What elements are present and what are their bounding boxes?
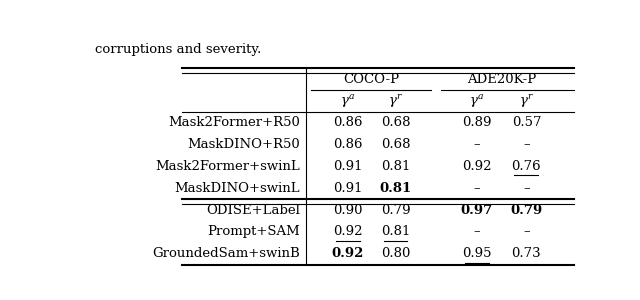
Text: 0.92: 0.92: [333, 226, 363, 238]
Text: 0.79: 0.79: [381, 204, 410, 217]
Text: 0.68: 0.68: [381, 138, 410, 151]
Text: Mask2Former+swinL: Mask2Former+swinL: [155, 160, 300, 173]
Text: –: –: [474, 138, 480, 151]
Text: 0.73: 0.73: [511, 247, 541, 260]
Text: $\gamma^{\mathit{r}}$: $\gamma^{\mathit{r}}$: [518, 93, 534, 110]
Text: 0.81: 0.81: [381, 160, 410, 173]
Text: 0.81: 0.81: [380, 182, 412, 195]
Text: 0.91: 0.91: [333, 182, 363, 195]
Text: –: –: [474, 182, 480, 195]
Text: $\gamma^{\mathit{a}}$: $\gamma^{\mathit{a}}$: [469, 93, 484, 110]
Text: $\gamma^{\mathit{a}}$: $\gamma^{\mathit{a}}$: [340, 93, 356, 110]
Text: 0.57: 0.57: [511, 116, 541, 129]
Text: GroundedSam+swinB: GroundedSam+swinB: [152, 247, 300, 260]
Text: 0.68: 0.68: [381, 116, 410, 129]
Text: MaskDINO+R50: MaskDINO+R50: [187, 138, 300, 151]
Text: 0.92: 0.92: [332, 247, 364, 260]
Text: Prompt+SAM: Prompt+SAM: [207, 226, 300, 238]
Text: 0.90: 0.90: [333, 204, 363, 217]
Text: MaskDINO+swinL: MaskDINO+swinL: [174, 182, 300, 195]
Text: 0.79: 0.79: [510, 204, 543, 217]
Text: –: –: [474, 226, 480, 238]
Text: 0.91: 0.91: [333, 160, 363, 173]
Text: 0.80: 0.80: [381, 247, 410, 260]
Text: –: –: [523, 182, 530, 195]
Text: corruptions and severity.: corruptions and severity.: [95, 43, 261, 56]
Text: 0.81: 0.81: [381, 226, 410, 238]
Text: $\gamma^{\mathit{r}}$: $\gamma^{\mathit{r}}$: [388, 93, 403, 110]
Text: ADE20K-P: ADE20K-P: [467, 73, 536, 86]
Text: 0.92: 0.92: [462, 160, 492, 173]
Text: –: –: [523, 226, 530, 238]
Text: COCO-P: COCO-P: [344, 73, 400, 86]
Text: 0.89: 0.89: [462, 116, 492, 129]
Text: 0.86: 0.86: [333, 138, 363, 151]
Text: 0.95: 0.95: [462, 247, 492, 260]
Text: 0.86: 0.86: [333, 116, 363, 129]
Text: –: –: [523, 138, 530, 151]
Text: 0.76: 0.76: [511, 160, 541, 173]
Text: ODISE+Label: ODISE+Label: [206, 204, 300, 217]
Text: 0.97: 0.97: [461, 204, 493, 217]
Text: Mask2Former+R50: Mask2Former+R50: [168, 116, 300, 129]
